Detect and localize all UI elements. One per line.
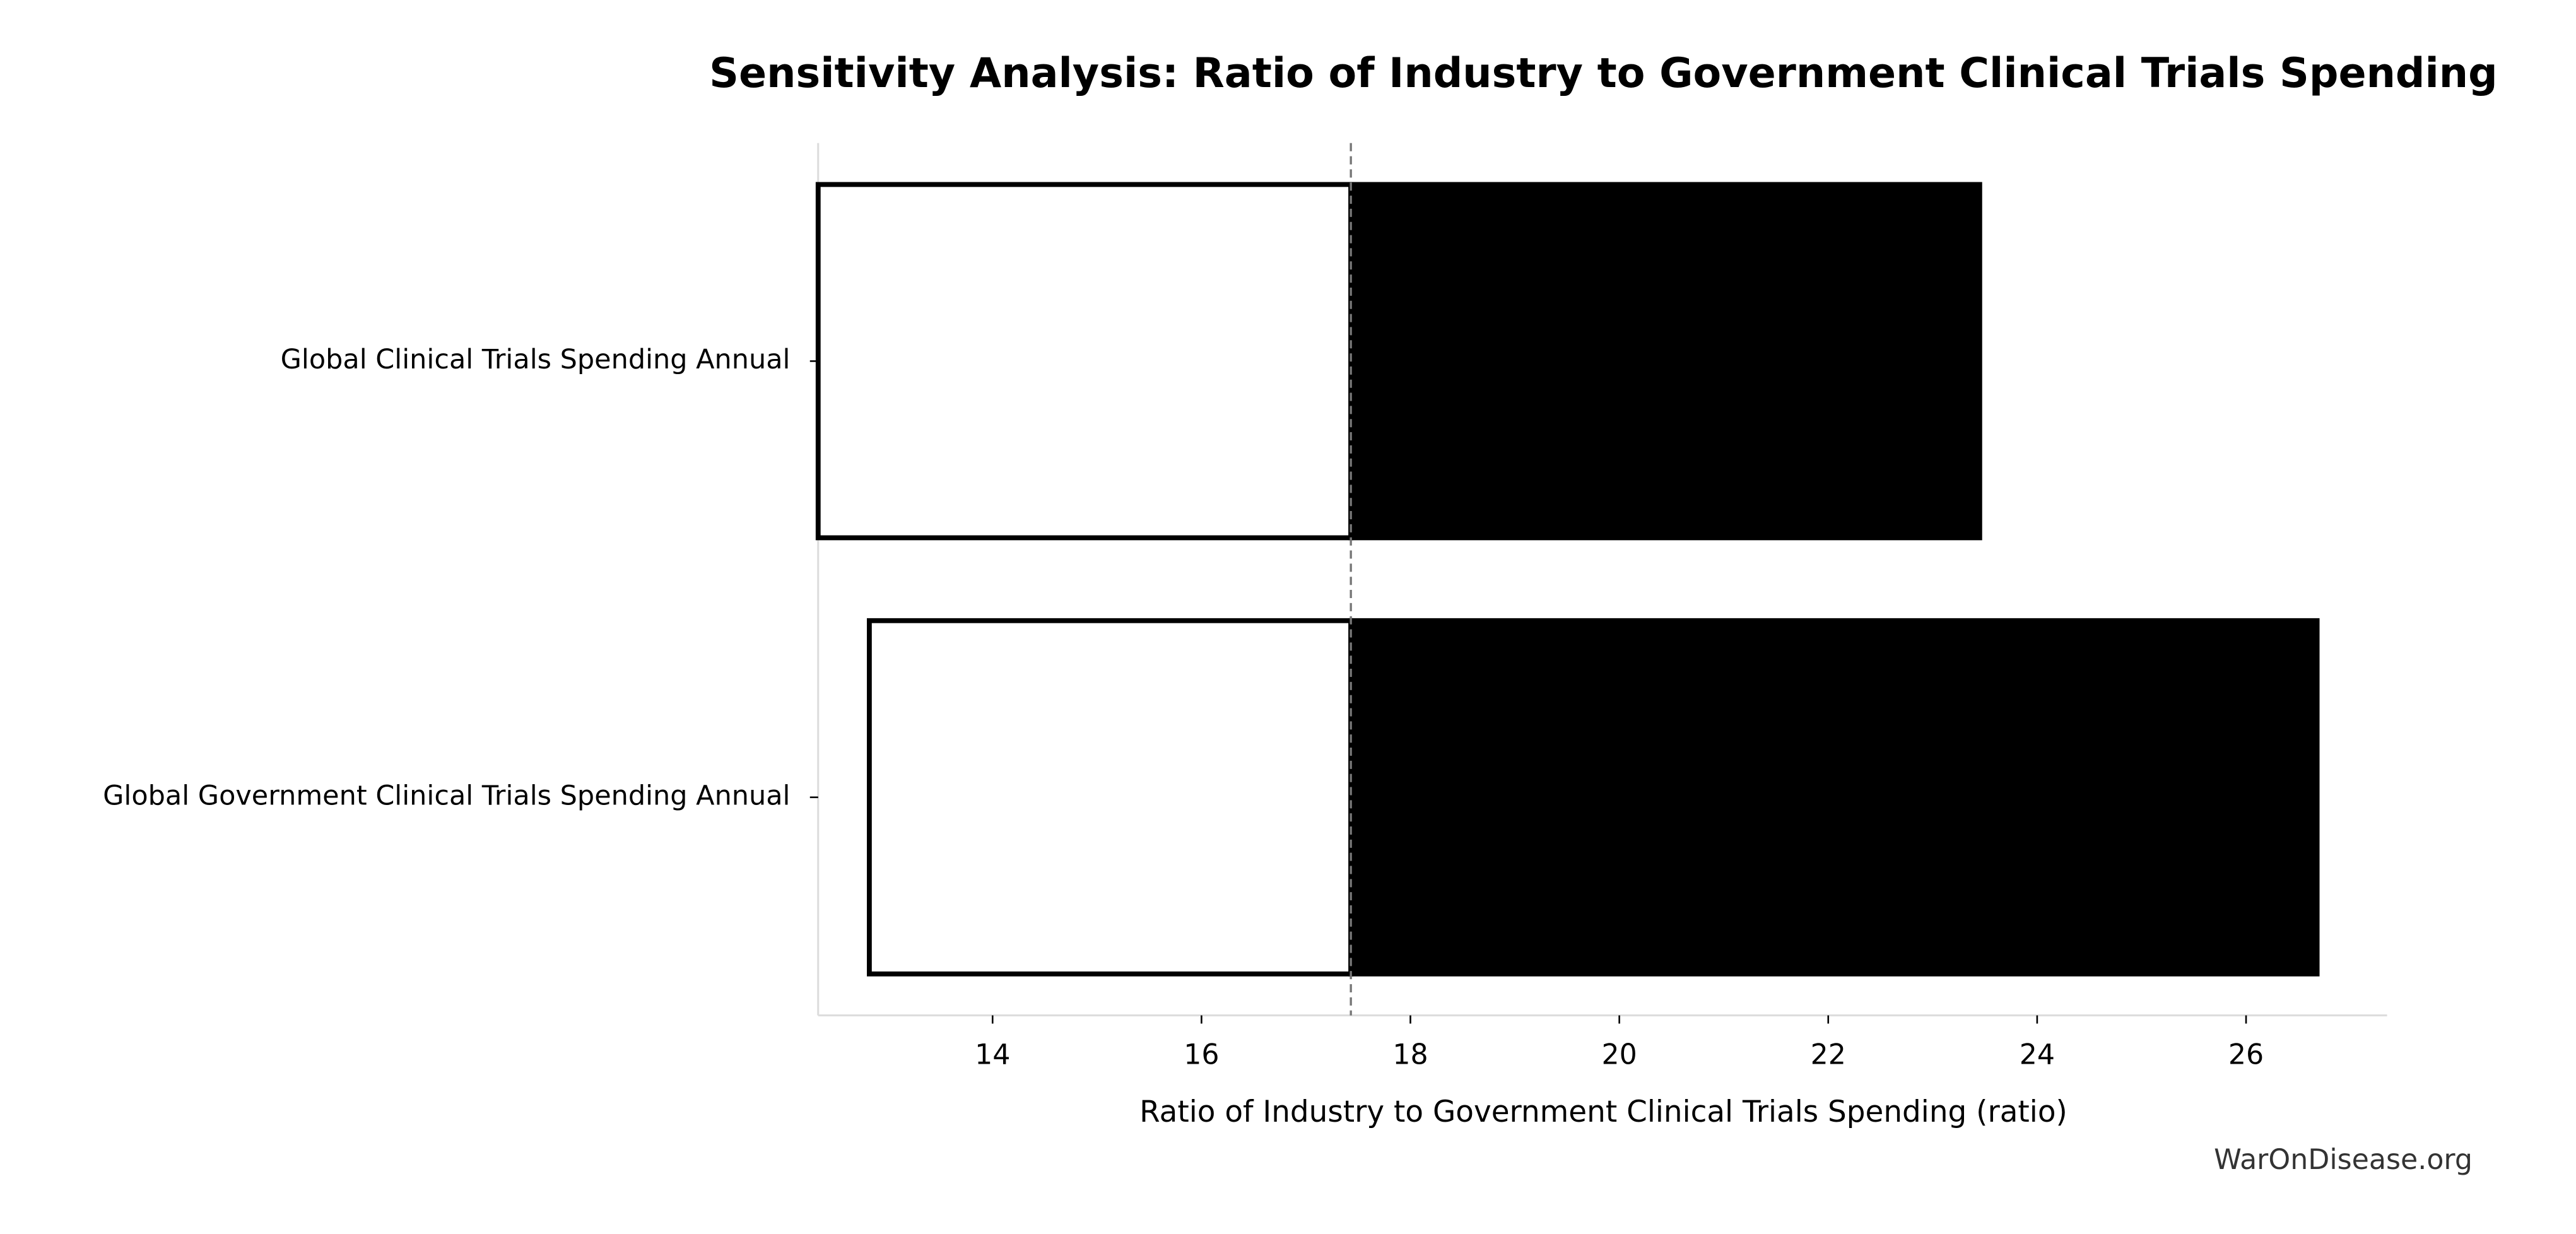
x-tick-label: 24 xyxy=(2020,1039,2055,1071)
source-note: WarOnDisease.org xyxy=(2214,1144,2473,1176)
bar xyxy=(1348,182,1982,541)
x-tick-label: 20 xyxy=(1601,1039,1637,1071)
x-tick-label: 14 xyxy=(975,1039,1010,1071)
x-axis-label: Ratio of Industry to Government Clinical… xyxy=(1139,1095,2067,1129)
bar xyxy=(815,182,1354,541)
bar xyxy=(1348,618,2320,977)
chart-title: Sensitivity Analysis: Ratio of Industry … xyxy=(709,50,2498,97)
x-tick-label: 22 xyxy=(1811,1039,1846,1071)
y-tick-label: Global Government Clinical Trials Spendi… xyxy=(103,780,790,811)
x-tick-label: 26 xyxy=(2228,1039,2264,1071)
x-tick-label: 16 xyxy=(1184,1039,1219,1071)
y-tick-label: Global Clinical Trials Spending Annual xyxy=(281,344,791,375)
bar xyxy=(866,618,1354,977)
x-tick-label: 18 xyxy=(1392,1039,1428,1071)
